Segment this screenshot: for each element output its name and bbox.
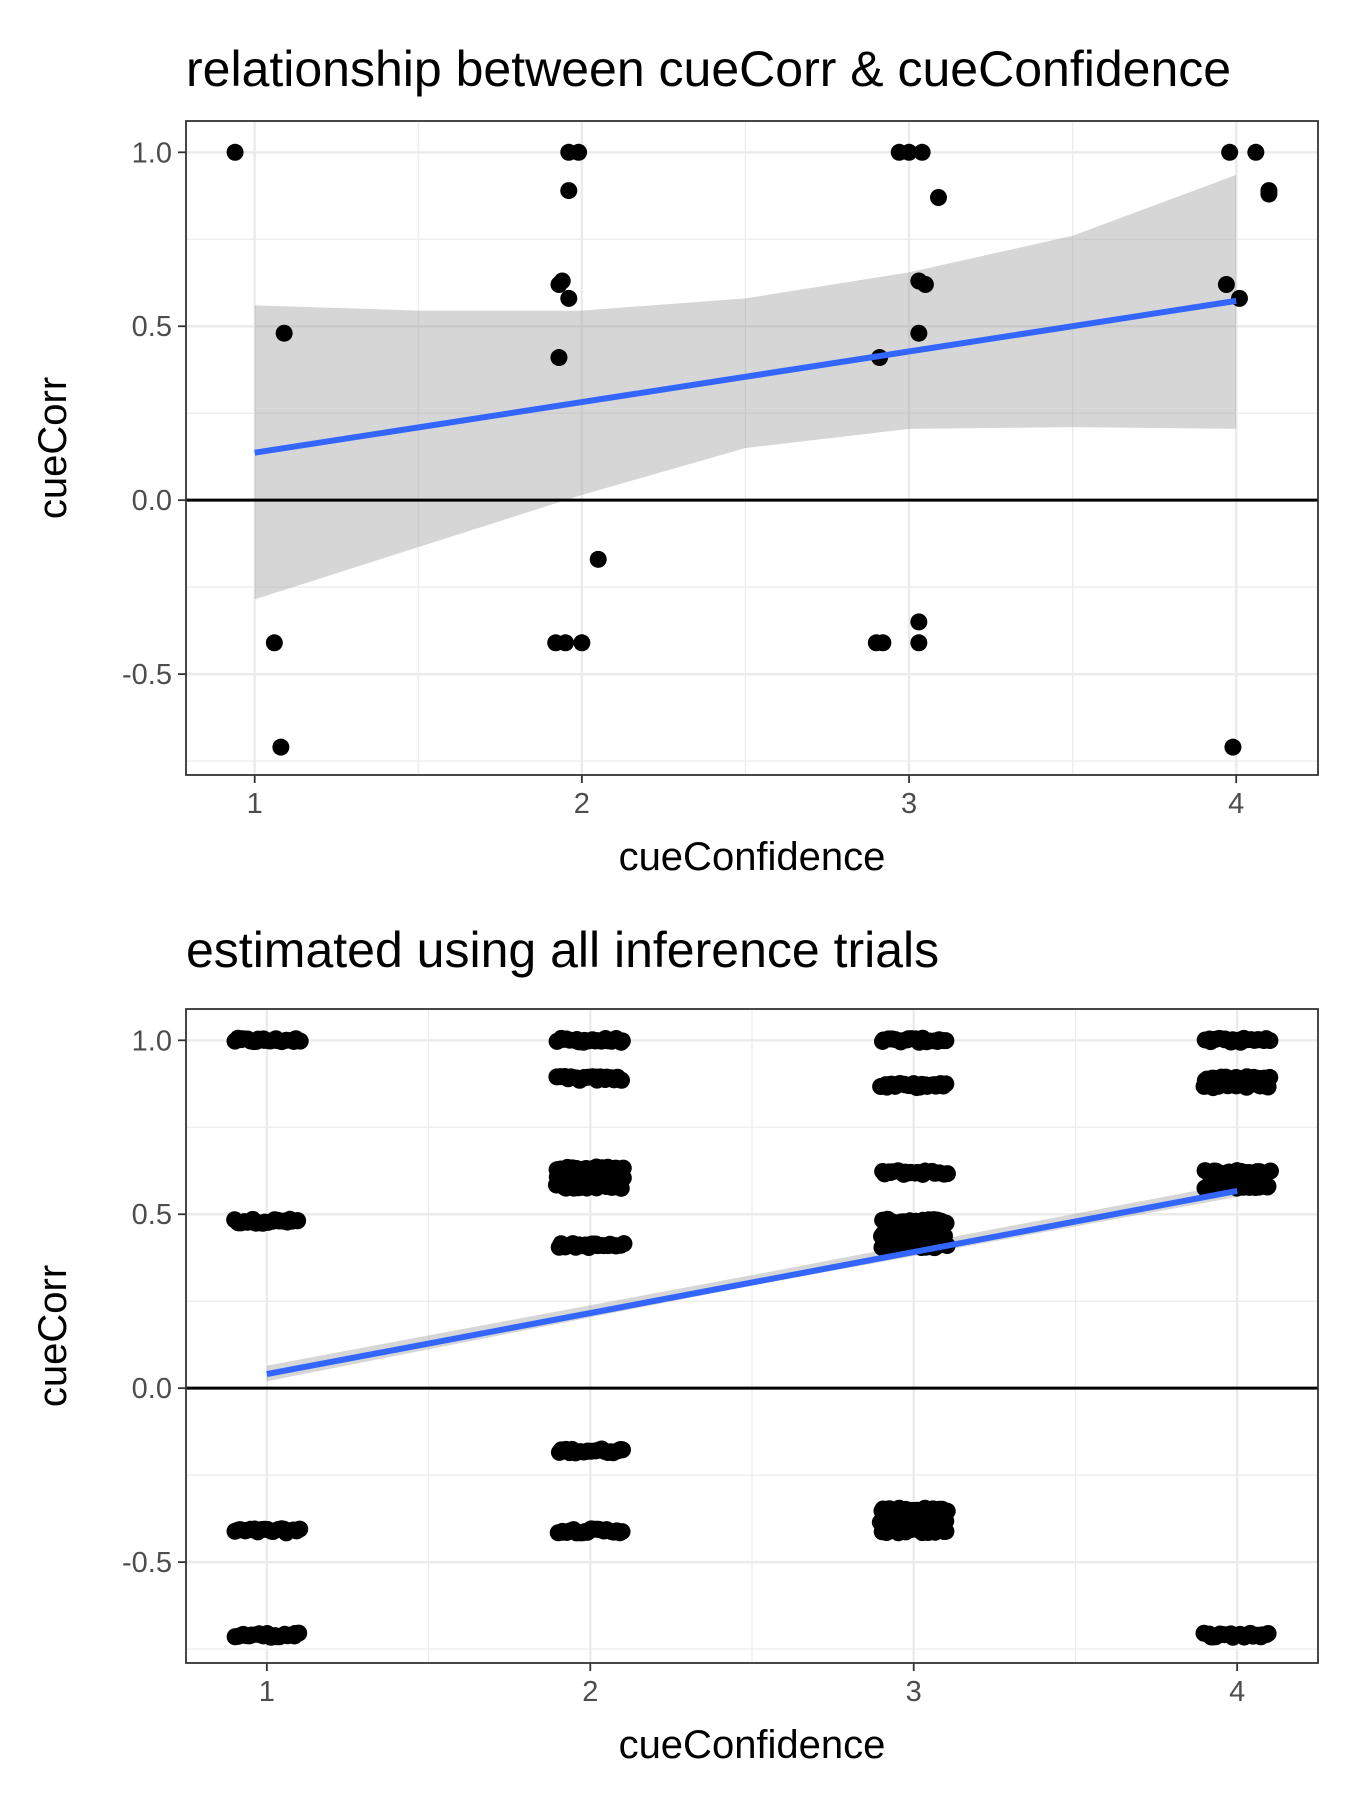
bottom-data-points (226, 1029, 1279, 1646)
x-tick-label: 4 (1228, 788, 1244, 820)
data-point (937, 1032, 955, 1050)
top-y-axis-title: cueCorr (31, 377, 75, 519)
data-point (937, 1522, 955, 1540)
data-point (916, 276, 934, 293)
data-point (1261, 1032, 1279, 1050)
data-point (589, 550, 607, 568)
data-point (226, 143, 244, 161)
data-point (613, 1441, 631, 1459)
bottom-plot-frame (185, 1008, 1319, 1664)
data-point (1261, 1162, 1279, 1180)
top-axis-ticks: 1 2 3 4 -0.5 0.0 0.5 1.0 (122, 137, 1244, 820)
data-point (1259, 1177, 1277, 1195)
data-point (275, 324, 293, 342)
bottom-grid (186, 1009, 1318, 1663)
data-point (272, 738, 290, 756)
regression-line (254, 297, 1237, 456)
y-tick-label: 0.5 (132, 311, 172, 343)
y-tick-label: 0.0 (132, 485, 172, 517)
data-point (913, 143, 931, 161)
x-tick-label: 3 (906, 1676, 922, 1708)
top-scatter-panel: relationship between cueCorr & cueConfid… (31, 41, 1319, 879)
data-point (290, 1624, 308, 1642)
data-point (1247, 143, 1265, 161)
data-point (937, 1075, 955, 1093)
data-point (910, 613, 928, 631)
data-point (613, 1032, 631, 1050)
data-point (613, 1523, 631, 1541)
data-point (938, 1165, 956, 1183)
data-point (1224, 738, 1242, 756)
data-point (1221, 143, 1239, 161)
regression-line (266, 1187, 1238, 1378)
y-tick-label: -0.5 (122, 1547, 172, 1579)
data-point (1217, 276, 1235, 293)
data-point (1260, 185, 1278, 203)
data-point (291, 1520, 309, 1538)
data-point (570, 143, 588, 161)
data-point (557, 634, 575, 652)
x-tick-label: 3 (901, 788, 917, 820)
y-tick-label: 1.0 (132, 137, 172, 169)
data-point (874, 634, 892, 652)
y-tick-label: 1.0 (132, 1025, 172, 1057)
bottom-y-axis-title: cueCorr (31, 1265, 75, 1407)
data-point (289, 1212, 307, 1230)
data-point (1259, 1078, 1277, 1096)
bottom-scatter-panel: estimated using all inference trials 1 2 3… (31, 922, 1319, 1767)
bottom-chart-title: estimated using all inference trials (186, 922, 939, 978)
data-point (613, 1071, 631, 1089)
data-point (550, 349, 568, 367)
y-tick-label: 0.0 (132, 1373, 172, 1405)
x-tick-label: 2 (574, 788, 590, 820)
data-point (291, 1032, 309, 1050)
top-plot-frame (185, 120, 1319, 776)
data-point (560, 182, 578, 200)
data-point (265, 634, 283, 652)
top-grid (186, 121, 1318, 775)
x-tick-label: 1 (259, 1676, 275, 1708)
x-tick-label: 1 (247, 788, 263, 820)
top-chart-title: relationship between cueCorr & cueConfid… (186, 41, 1231, 97)
top-fit-line-group (254, 297, 1237, 456)
confidence-band (254, 174, 1237, 600)
x-tick-label: 2 (582, 1676, 598, 1708)
data-point (573, 634, 591, 652)
top-confidence-ribbon (254, 174, 1237, 600)
y-tick-label: -0.5 (122, 659, 172, 691)
data-point (929, 189, 947, 207)
bottom-axis-ticks: 1 2 3 4 -0.5 0.0 0.5 1.0 (122, 1025, 1245, 1708)
bottom-x-axis-title: cueConfidence (619, 1723, 886, 1767)
bottom-fit-line-group (266, 1187, 1238, 1378)
data-point (612, 1179, 630, 1197)
data-point (550, 276, 568, 293)
data-point (910, 324, 928, 342)
data-point (560, 289, 578, 307)
x-tick-label: 4 (1229, 1676, 1245, 1708)
data-point (1259, 1624, 1277, 1642)
y-tick-label: 0.5 (132, 1199, 172, 1231)
top-x-axis-title: cueConfidence (619, 835, 886, 879)
plot-background (186, 121, 1318, 775)
data-point (900, 143, 918, 161)
data-point (615, 1235, 633, 1253)
data-point (910, 634, 928, 652)
